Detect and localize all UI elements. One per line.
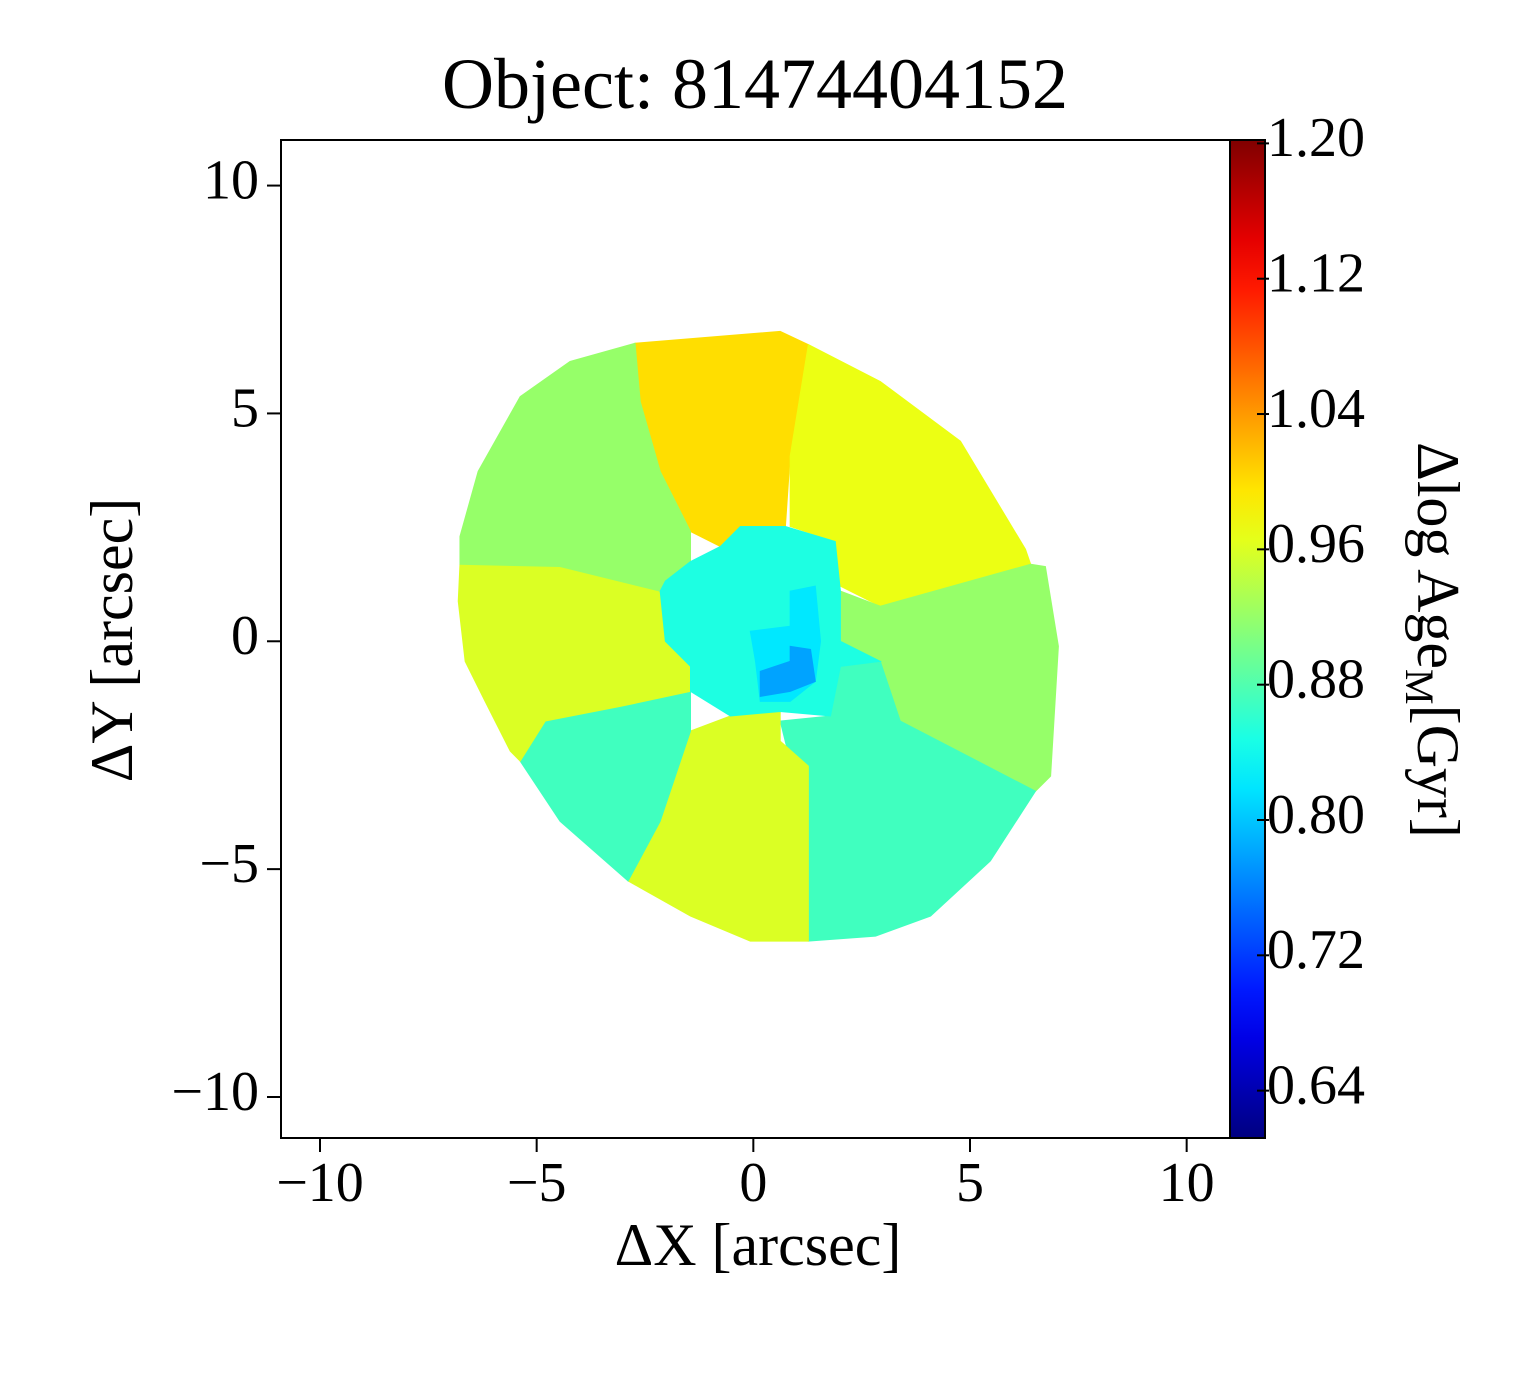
colorbar-label: Δlog AgeM[Gyr] [1397, 442, 1471, 838]
colorbar-tick-label: 1.12 [1267, 243, 1365, 305]
y-tick-label: 5 [231, 377, 259, 439]
region [659, 525, 882, 717]
colorbar-tick-label: 1.04 [1267, 378, 1365, 440]
x-axis-label: ΔX [arcsec] [615, 1212, 902, 1278]
colorbar-label-sub: M [1397, 669, 1442, 705]
y-tick-label: 0 [231, 605, 259, 667]
chart-title: Object: 81474404152 [442, 44, 1068, 124]
region [759, 645, 816, 698]
colorbar-tick-label: 1.20 [1267, 107, 1365, 169]
x-tick-label: 5 [956, 1152, 984, 1214]
y-axis-label: ΔY [arcsec] [79, 498, 145, 783]
colorbar-tick-label: 0.88 [1267, 649, 1365, 711]
x-tick-label: 0 [739, 1152, 767, 1214]
y-tick-label: −5 [199, 833, 259, 895]
y-tick-label: −10 [171, 1061, 259, 1123]
colorbar-tick-label: 0.72 [1267, 919, 1365, 981]
x-tick-label: 10 [1159, 1152, 1215, 1214]
colorbar-label-unit: [Gyr] [1405, 705, 1471, 838]
x-tick-label: −5 [507, 1152, 567, 1214]
colorbar-label-main: Δlog Age [1405, 442, 1471, 669]
x-tick-label: −10 [276, 1152, 364, 1214]
colorbar-tick-label: 0.80 [1267, 784, 1365, 846]
colorbar [1229, 139, 1266, 1139]
colorbar-tick-label: 0.96 [1267, 513, 1365, 575]
colorbar-tick-label: 0.64 [1267, 1054, 1365, 1116]
y-tick-label: 10 [203, 149, 259, 211]
